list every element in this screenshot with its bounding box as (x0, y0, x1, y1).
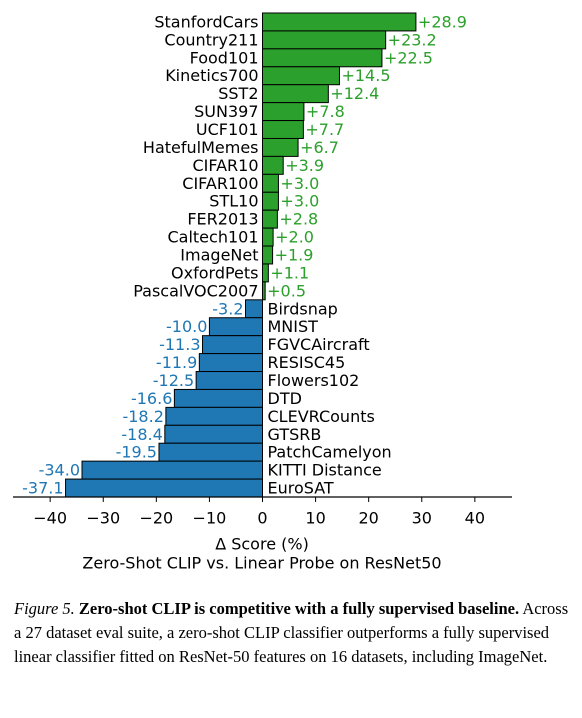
bar (262, 66, 340, 86)
x-tick-label: −10 (193, 509, 227, 528)
x-axis-label: Δ Score (%) (215, 535, 309, 554)
category-label: StanfordCars (154, 12, 258, 31)
bar (262, 120, 304, 139)
value-label: +12.4 (330, 84, 379, 103)
category-label: PatchCamelyon (268, 443, 392, 462)
bar (262, 137, 299, 157)
value-label: +1.9 (275, 246, 314, 265)
category-label: EuroSAT (268, 479, 334, 498)
caption-label: Figure 5. (14, 599, 75, 618)
category-label: CIFAR100 (182, 174, 258, 193)
bar (262, 263, 269, 283)
bar (158, 442, 263, 462)
category-label: SUN397 (194, 102, 258, 121)
value-label: -11.3 (159, 335, 200, 354)
value-label: -12.5 (153, 371, 194, 390)
value-label: +22.5 (384, 48, 433, 67)
value-label: -3.2 (212, 299, 243, 318)
category-label: Country211 (164, 30, 258, 49)
value-label: -18.4 (121, 425, 162, 444)
value-label: +7.8 (306, 102, 345, 121)
category-label: FER2013 (187, 210, 258, 229)
category-label: SST2 (218, 84, 258, 103)
bar (262, 191, 279, 211)
bar (262, 30, 387, 50)
value-label: -11.9 (156, 353, 197, 372)
x-tick-label: 0 (257, 509, 267, 528)
value-label: -10.0 (166, 317, 207, 336)
bar (262, 173, 279, 193)
x-tick-label: 30 (412, 509, 432, 528)
value-label: +28.9 (418, 12, 467, 31)
value-label: +6.7 (300, 138, 339, 157)
category-label: DTD (268, 389, 302, 408)
bar (262, 245, 274, 265)
value-label: +2.0 (275, 228, 314, 247)
bar (202, 335, 263, 355)
value-label: +7.7 (305, 120, 344, 139)
value-label: +3.0 (280, 174, 319, 193)
bar (262, 227, 274, 247)
bar (262, 84, 329, 104)
bar (262, 209, 278, 229)
category-label: Flowers102 (268, 371, 360, 390)
caption: Figure 5. Zero-shot CLIP is competitive … (14, 597, 570, 669)
bar (262, 102, 305, 122)
category-label: Birdsnap (268, 299, 338, 318)
category-label: OxfordPets (171, 263, 258, 282)
bar (262, 12, 417, 32)
bar (195, 371, 263, 390)
x-tick-label: −20 (139, 509, 173, 528)
value-label: -18.2 (122, 407, 163, 426)
bar (81, 460, 263, 480)
bar (208, 317, 263, 337)
category-label: Kinetics700 (165, 66, 258, 85)
caption-text: Across a 27 dataset eval suite, a zero-s… (14, 599, 569, 666)
value-label: +0.5 (267, 281, 306, 300)
category-label: KITTI Distance (268, 461, 382, 480)
caption-title: Zero-shot CLIP is competitive with a ful… (78, 599, 520, 618)
category-label: HatefulMemes (143, 138, 259, 157)
category-label: MNIST (268, 317, 319, 336)
category-label: CLEVRCounts (268, 407, 375, 426)
category-label: RESISC45 (268, 353, 346, 372)
bar (262, 48, 383, 68)
value-label: -16.6 (131, 389, 172, 408)
category-label: Food101 (190, 48, 259, 67)
value-label: -34.0 (39, 461, 80, 480)
bar (165, 406, 263, 426)
category-label: UCF101 (196, 120, 259, 139)
bar (164, 424, 264, 444)
category-label: CIFAR10 (192, 156, 258, 175)
bar (262, 281, 266, 301)
category-label: ImageNet (180, 246, 258, 265)
chart: Δ Score (%) Zero-Shot CLIP vs. Linear Pr… (13, 12, 512, 573)
bar (198, 353, 263, 373)
value-label: -19.5 (116, 443, 157, 462)
chart-title: Zero-Shot CLIP vs. Linear Probe on ResNe… (82, 554, 441, 573)
bar (173, 388, 263, 408)
value-label: +1.1 (270, 263, 309, 282)
x-tick-label: −30 (86, 509, 120, 528)
category-label: PascalVOC2007 (133, 281, 258, 300)
x-tick-label: 20 (358, 509, 378, 528)
x-tick-label: 40 (465, 509, 485, 528)
category-label: STL10 (209, 192, 258, 211)
x-tick-label: 10 (305, 509, 325, 528)
bar (262, 155, 284, 175)
bar (245, 299, 264, 319)
category-label: FGVCAircraft (268, 335, 370, 354)
value-label: +3.9 (285, 156, 324, 175)
category-label: GTSRB (268, 425, 322, 444)
value-label: -37.1 (22, 479, 63, 498)
bar (65, 478, 263, 498)
value-label: +3.0 (280, 192, 319, 211)
value-label: +2.8 (279, 210, 318, 229)
category-label: Caltech101 (167, 228, 258, 247)
x-tick-label: −40 (33, 509, 67, 528)
value-label: +23.2 (388, 30, 437, 49)
value-label: +14.5 (341, 66, 390, 85)
